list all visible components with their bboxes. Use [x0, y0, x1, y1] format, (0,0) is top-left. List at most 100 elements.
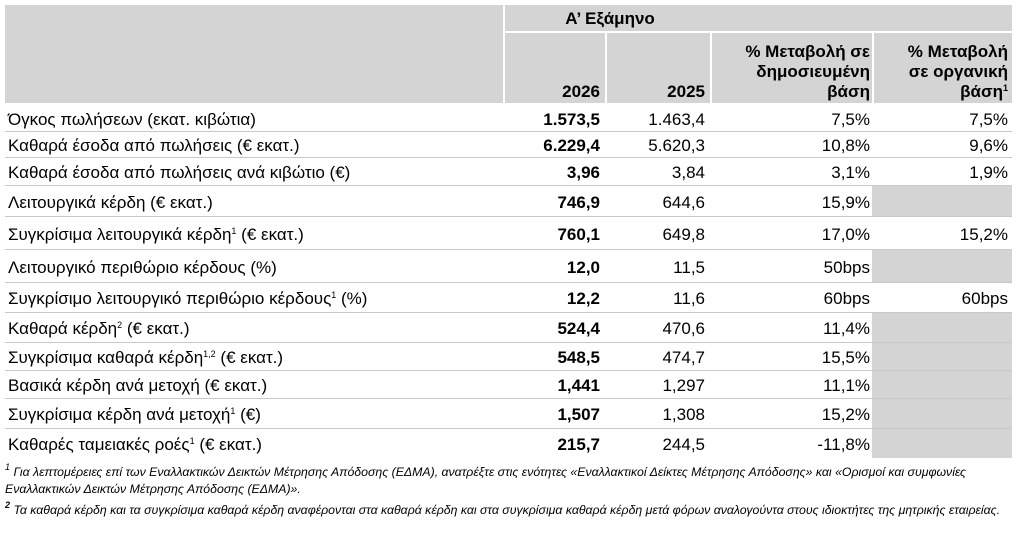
cell-value: 15,5%	[821, 348, 870, 367]
cell-value: 60bps	[961, 289, 1008, 308]
cell-value: 3,1%	[831, 163, 870, 182]
cell-value: 1.573,5	[543, 109, 600, 129]
footnote-mark: 1	[5, 462, 11, 472]
footnote-ref: 1	[189, 436, 195, 446]
row-separator	[5, 342, 1012, 343]
column-header-line: 2026	[562, 82, 600, 101]
footnote-ref: 2	[117, 320, 123, 330]
row-label: Καθαρά κέρδη2 (€ εκατ.)	[8, 319, 190, 339]
footnote-ref: 1	[230, 406, 236, 416]
label-text: Λειτουργικά κέρδη (€ εκατ.)	[8, 192, 213, 212]
cell-value: 1,441	[557, 376, 600, 395]
cell-value: 15,2%	[959, 224, 1008, 244]
row-label: Καθαρά έσοδα από πωλήσεις (€ εκατ.)	[8, 136, 300, 156]
row-separator	[5, 216, 1012, 217]
header-background	[5, 5, 1012, 103]
cell-value: 548,5	[557, 348, 600, 367]
cell-value: 5.620,3	[648, 136, 705, 155]
cell-value: 15,9%	[821, 192, 870, 212]
header-separator	[605, 32, 607, 103]
footnote-text: Τα καθαρά κέρδη και τα συγκρίσιμα καθαρά…	[13, 503, 1001, 517]
cell-value: 11,4%	[823, 319, 870, 338]
row-label: Λειτουργικά κέρδη (€ εκατ.)	[8, 193, 213, 213]
label-text: (€ εκατ.)	[215, 348, 284, 367]
cell-value: 1,9%	[969, 163, 1008, 182]
row-label: Καθαρές ταμειακές ροές1 (€ εκατ.)	[8, 435, 262, 455]
label-text: Λειτουργικό περιθώριο κέρδους (%)	[8, 257, 277, 277]
row-label: Συγκρίσιμα καθαρά κέρδη1,2 (€ εκατ.)	[8, 348, 283, 368]
row-label: Όγκος πωλήσεων (εκατ. κιβώτια)	[8, 110, 256, 130]
empty-cell	[872, 343, 1012, 370]
footnote-ref: 1,2	[203, 349, 216, 359]
cell-value: 1,297	[662, 376, 705, 395]
row-label: Βασικά κέρδη ανά μετοχή (€ εκατ.)	[8, 376, 267, 396]
cell-value: 17,0%	[821, 224, 870, 244]
cell-value: 3,84	[671, 163, 705, 182]
cell-value: 524,4	[557, 319, 600, 338]
cell-value: 1,507	[557, 405, 600, 424]
cell-value: 474,7	[662, 348, 705, 367]
header-separator	[503, 5, 505, 103]
row-label: Συγκρίσιμα κέρδη ανά μετοχή1 (€)	[8, 405, 261, 425]
cell-value: 649,8	[662, 224, 705, 244]
header-separator	[872, 32, 874, 103]
row-separator	[5, 282, 1012, 283]
footnote-ref: 1	[1002, 83, 1008, 93]
column-header-line: βάση1	[960, 82, 1008, 101]
header-separator	[710, 32, 712, 103]
column-header-line: δημοσιευμένη	[756, 62, 870, 81]
footnote-mark: 2	[5, 500, 11, 510]
header-rule	[505, 31, 1012, 33]
label-text: Καθαρές ταμειακές ροές	[8, 435, 190, 454]
row-separator	[5, 370, 1012, 371]
column-header-line: % Μεταβολή	[907, 42, 1008, 61]
label-text: (€ εκατ.)	[194, 435, 262, 454]
footnote-ref: 1	[231, 225, 237, 236]
empty-cell	[872, 250, 1012, 282]
row-label: Συγκρίσιμο λειτουργικό περιθώριο κέρδους…	[8, 289, 367, 309]
row-separator	[5, 312, 1012, 313]
cell-value: 12,0	[566, 257, 600, 277]
cell-value: 1,308	[662, 405, 705, 424]
cell-value: 9,6%	[969, 136, 1008, 155]
footnote-text: Για λεπτομέρειες επί των Εναλλακτικών Δε…	[5, 465, 966, 496]
row-separator	[5, 131, 1012, 132]
cell-value: 11,5	[673, 257, 705, 277]
footnote: 2 Τα καθαρά κέρδη και τα συγκρίσιμα καθα…	[5, 500, 1015, 519]
row-label: Συγκρίσιμα λειτουργικά κέρδη1 (€ εκατ.)	[8, 225, 304, 245]
cell-value: 215,7	[557, 435, 600, 454]
label-text: Καθαρά έσοδα από πωλήσεις (€ εκατ.)	[8, 136, 300, 155]
column-header-line: σε οργανική	[908, 62, 1008, 81]
cell-value: 11,1%	[823, 376, 870, 395]
cell-value: 3,96	[566, 163, 600, 182]
cell-value: 244,5	[662, 435, 705, 454]
row-separator	[5, 398, 1012, 399]
group-header: Α’ Εξάμηνο	[565, 9, 655, 28]
empty-cell	[872, 313, 1012, 342]
cell-value: 644,6	[662, 192, 705, 212]
footnote-ref: 1	[331, 290, 337, 300]
label-text: Συγκρίσιμα λειτουργικά κέρδη	[8, 224, 232, 244]
row-separator	[5, 157, 1012, 158]
column-header: 2026	[501, 82, 600, 102]
cell-value: 60bps	[823, 289, 870, 308]
label-text: (%)	[336, 289, 368, 308]
cell-value: 11,6	[673, 289, 705, 308]
cell-value: 6.229,4	[543, 136, 600, 155]
label-text: Συγκρίσιμο λειτουργικό περιθώριο κέρδους	[8, 289, 332, 308]
label-text: Συγκρίσιμα κέρδη ανά μετοχή	[8, 405, 231, 424]
empty-cell	[872, 429, 1012, 458]
label-text: (€ εκατ.)	[122, 319, 190, 338]
column-header: % Μεταβολή σε δημοσιευμένη βάση	[708, 42, 870, 102]
label-text: (€ εκατ.)	[236, 224, 304, 244]
column-header: % Μεταβολή σε οργανική βάση1	[870, 42, 1008, 102]
cell-value: 470,6	[662, 319, 705, 338]
column-header-line: 2025	[667, 82, 705, 101]
label-text: (€)	[235, 405, 261, 424]
cell-value: 7,5%	[831, 109, 870, 129]
empty-cell	[872, 399, 1012, 428]
row-label: Λειτουργικό περιθώριο κέρδους (%)	[8, 258, 277, 278]
column-header-line: βάση	[827, 82, 870, 101]
column-header-line: % Μεταβολή σε	[745, 42, 870, 61]
row-label: Καθαρά έσοδα από πωλήσεις ανά κιβώτιο (€…	[8, 163, 350, 183]
